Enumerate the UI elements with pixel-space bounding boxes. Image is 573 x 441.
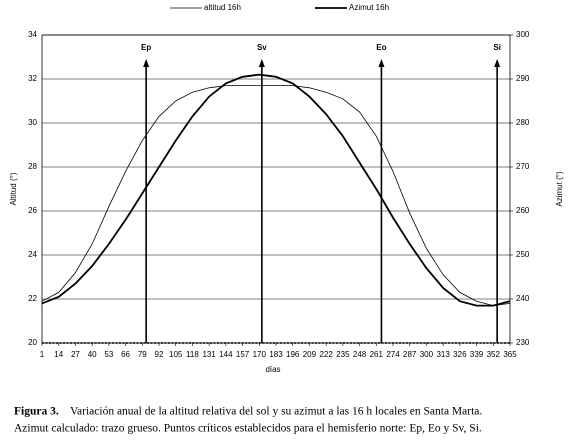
y2-tick-label: 270 — [516, 162, 530, 171]
y-tick-label: 24 — [28, 250, 37, 259]
y2-tick-label: 290 — [516, 74, 530, 83]
y2-tick-label: 250 — [516, 250, 530, 259]
marker-label: Sv — [257, 43, 267, 52]
plot-frame — [41, 34, 511, 344]
x-tick-label: 131 — [202, 350, 216, 359]
marker-label: Ep — [141, 43, 151, 52]
x-tick-label: 92 — [155, 350, 164, 359]
legend-label: Azimut 16h — [349, 3, 389, 12]
x-tick-label: 105 — [169, 350, 183, 359]
marker-arrow — [143, 59, 150, 67]
x-tick-label: 365 — [503, 350, 517, 359]
x-tick-label: 287 — [403, 350, 417, 359]
x-tick-label: 1 — [40, 350, 45, 359]
x-tick-label: 274 — [386, 350, 400, 359]
x-tick-label: 352 — [487, 350, 501, 359]
y2-tick-label: 230 — [516, 338, 530, 347]
y-tick-label: 28 — [28, 162, 37, 171]
y2-tick-label: 240 — [516, 294, 530, 303]
x-tick-label: 222 — [319, 350, 333, 359]
marker-arrow — [494, 59, 501, 67]
y-tick-label: 20 — [28, 338, 37, 347]
x-tick-label: 14 — [54, 350, 63, 359]
x-tick-label: 300 — [420, 350, 434, 359]
x-tick-label: 27 — [71, 350, 80, 359]
y-tick-label: 30 — [28, 118, 37, 127]
series-line — [41, 85, 511, 307]
y2-tick-label: 300 — [516, 30, 530, 39]
x-tick-label: 66 — [121, 350, 130, 359]
marker-arrow — [258, 59, 265, 67]
x-tick-label: 157 — [236, 350, 250, 359]
x-tick-label: 170 — [253, 350, 267, 359]
y-tick-label: 34 — [28, 30, 37, 39]
y-tick-label: 22 — [28, 294, 37, 303]
marker-arrow — [378, 59, 385, 67]
x-tick-label: 326 — [453, 350, 467, 359]
x-tick-label: 79 — [138, 350, 147, 359]
x-tick-label: 40 — [88, 350, 97, 359]
caption-label: Figura 3. — [14, 406, 59, 418]
x-tick-label: 144 — [219, 350, 233, 359]
x-tick-label: 313 — [436, 350, 450, 359]
caption-line: Variación anual de la altitud relativa d… — [70, 406, 482, 418]
y2-tick-label: 260 — [516, 206, 530, 215]
x-tick-label: 183 — [269, 350, 283, 359]
x-tick-label: 53 — [104, 350, 113, 359]
marker-label: Si — [493, 43, 501, 52]
y-axis-title: Altitud (°) — [9, 172, 18, 205]
y-tick-label: 26 — [28, 206, 37, 215]
y-tick-label: 32 — [28, 74, 37, 83]
x-tick-label: 209 — [303, 350, 317, 359]
x-axis-title: días — [265, 365, 280, 374]
x-tick-label: 118 — [186, 350, 199, 359]
x-tick-label: 261 — [370, 350, 384, 359]
y2-axis-title: Azimut (°) — [555, 171, 564, 207]
y2-tick-label: 280 — [516, 118, 530, 127]
marker-label: Eo — [376, 43, 386, 52]
x-tick-label: 339 — [470, 350, 484, 359]
series-line — [41, 73, 511, 307]
x-tick-label: 248 — [353, 350, 367, 359]
caption-line: Azimut calculado: trazo grueso. Puntos c… — [14, 423, 482, 435]
x-tick-label: 196 — [286, 350, 300, 359]
x-tick-label: 235 — [336, 350, 350, 359]
legend-label: altitud 16h — [204, 3, 241, 12]
